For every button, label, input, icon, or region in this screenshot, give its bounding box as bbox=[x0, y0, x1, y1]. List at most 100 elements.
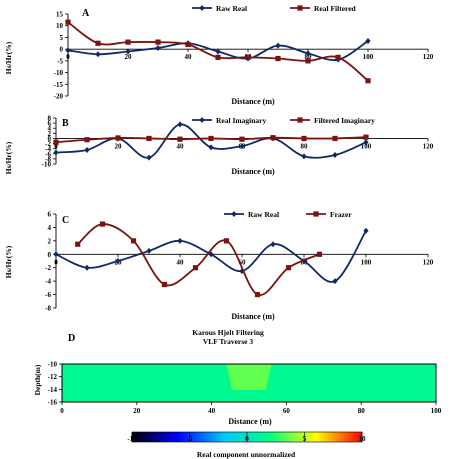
data-point bbox=[239, 136, 245, 142]
data-point bbox=[208, 144, 214, 151]
y-tick-label: 6 bbox=[48, 211, 52, 219]
data-point bbox=[161, 281, 168, 288]
legend-marker bbox=[199, 5, 205, 11]
x-axis-label: Distance (m) bbox=[231, 167, 275, 176]
y-tick-label: 2 bbox=[48, 237, 52, 245]
y-tick-label: -15 bbox=[54, 81, 64, 89]
y-tick-label: 2 bbox=[48, 130, 52, 138]
data-point bbox=[177, 136, 183, 142]
legend-entry: Raw Real bbox=[248, 210, 279, 219]
data-point bbox=[335, 54, 341, 60]
data-point bbox=[95, 51, 101, 58]
y-tick-label: 0 bbox=[60, 46, 64, 54]
data-point bbox=[305, 58, 311, 64]
data-point bbox=[275, 55, 281, 62]
data-point bbox=[84, 264, 90, 271]
x-tick-label: 0 bbox=[54, 142, 58, 150]
x-tick-label: 120 bbox=[423, 53, 434, 61]
data-point bbox=[75, 241, 81, 247]
data-point bbox=[215, 48, 221, 55]
x-tick-label: 80 bbox=[358, 407, 366, 415]
data-point bbox=[192, 265, 199, 271]
y-tick-label: -4 bbox=[45, 145, 51, 153]
y-axis-label: Hs/Hr(%) bbox=[4, 245, 13, 278]
x-tick-label: 60 bbox=[239, 258, 247, 266]
data-point bbox=[53, 251, 59, 258]
panel-c: C -8-6-4-20246020406080100120 Raw RealFr… bbox=[4, 210, 434, 321]
x-tick-label: 40 bbox=[185, 53, 193, 61]
y-tick-label: -4 bbox=[45, 278, 51, 286]
data-point bbox=[177, 237, 183, 244]
colorbar-tick-label: 5 bbox=[303, 435, 307, 443]
y-axis-label: Hs/Hr(%) bbox=[4, 141, 13, 174]
data-point bbox=[245, 54, 251, 60]
data-point bbox=[301, 135, 307, 142]
data-point bbox=[146, 247, 152, 254]
data-point bbox=[53, 149, 59, 156]
data-point bbox=[65, 47, 71, 54]
legend-marker bbox=[297, 117, 303, 123]
data-point bbox=[363, 227, 369, 234]
data-point bbox=[215, 54, 221, 60]
series-line bbox=[55, 123, 367, 159]
y-tick-label: -8 bbox=[45, 305, 51, 313]
y-tick-label: -12 bbox=[48, 373, 58, 381]
y-tick-label: 0 bbox=[48, 135, 52, 143]
heatmap-frame bbox=[61, 363, 437, 403]
panel-label: A bbox=[82, 8, 90, 19]
legend-marker bbox=[297, 5, 303, 11]
y-tick-label: 5 bbox=[60, 34, 64, 42]
y-tick-label: -16 bbox=[48, 399, 58, 407]
data-point bbox=[208, 135, 214, 142]
panel-label: D bbox=[68, 333, 75, 344]
data-point bbox=[365, 78, 371, 84]
legend-entry: Real Imaginary bbox=[216, 116, 266, 125]
data-point bbox=[185, 41, 191, 48]
data-point bbox=[305, 50, 311, 57]
data-point bbox=[254, 291, 261, 298]
x-tick-label: 20 bbox=[115, 142, 123, 150]
y-axis-label: Depth(m) bbox=[33, 364, 42, 395]
legend-entry: Real Filtered bbox=[314, 4, 357, 13]
data-point bbox=[146, 135, 152, 142]
data-point bbox=[239, 143, 245, 150]
data-point bbox=[332, 135, 338, 142]
data-point bbox=[99, 221, 106, 227]
y-tick-label: 8 bbox=[48, 115, 52, 123]
x-tick-label: 40 bbox=[177, 142, 185, 150]
data-point bbox=[285, 265, 292, 271]
data-point bbox=[177, 121, 183, 128]
data-point bbox=[275, 42, 281, 49]
y-tick-label: -5 bbox=[57, 57, 63, 65]
data-point bbox=[155, 39, 161, 45]
x-tick-label: 0 bbox=[54, 258, 58, 266]
data-point bbox=[65, 19, 71, 25]
colorbar-tick-label: -5 bbox=[187, 435, 193, 443]
x-tick-label: 100 bbox=[431, 407, 442, 415]
y-tick-label: -2 bbox=[45, 264, 51, 272]
y-tick-label: -10 bbox=[54, 69, 64, 77]
data-point bbox=[84, 146, 90, 153]
y-tick-label: -8 bbox=[45, 155, 51, 163]
data-point bbox=[363, 139, 369, 146]
y-tick-label: 4 bbox=[48, 224, 52, 232]
y-axis-label: Hs/Hr(%) bbox=[4, 41, 13, 74]
panel-a: A -20-15-10-5051015020406080100120 Raw R… bbox=[4, 4, 434, 106]
y-tick-label: -14 bbox=[48, 386, 58, 394]
x-tick-label: 100 bbox=[361, 142, 372, 150]
data-point bbox=[146, 154, 152, 161]
colorbar-tick-label: 10 bbox=[359, 435, 367, 443]
x-axis-label: Distance (m) bbox=[228, 417, 272, 426]
data-point bbox=[365, 37, 371, 44]
data-point bbox=[125, 48, 131, 55]
panel-label: B bbox=[62, 118, 69, 129]
data-point bbox=[316, 251, 323, 257]
y-tick-label: -10 bbox=[48, 361, 58, 369]
x-tick-label: 60 bbox=[283, 407, 291, 415]
y-tick-label: 15 bbox=[56, 11, 64, 19]
x-tick-label: 0 bbox=[66, 53, 70, 61]
y-tick-label: -10 bbox=[42, 161, 52, 169]
legend-entry: Frazer bbox=[330, 210, 352, 219]
y-tick-label: 6 bbox=[48, 120, 52, 128]
